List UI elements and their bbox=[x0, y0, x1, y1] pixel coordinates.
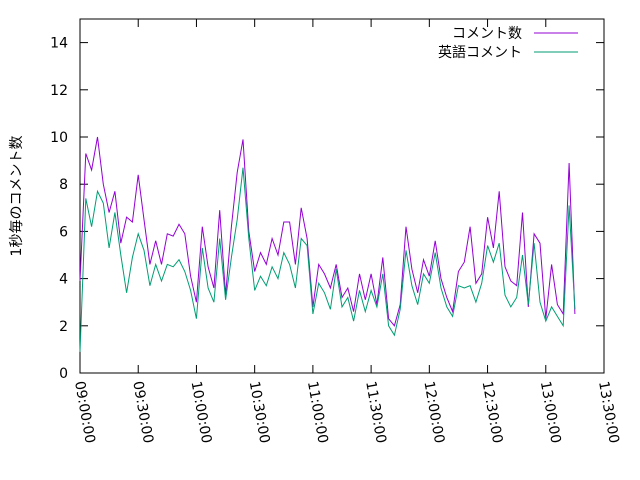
x-tick-label: 10:30:00 bbox=[246, 380, 273, 445]
y-tick-label: 0 bbox=[59, 366, 68, 382]
y-tick-label: 4 bbox=[59, 272, 68, 288]
x-tick-label: 10:00:00 bbox=[188, 380, 215, 445]
y-tick-label: 6 bbox=[59, 224, 68, 240]
y-tick-label: 2 bbox=[59, 319, 68, 335]
y-tick-label: 10 bbox=[50, 130, 68, 146]
series-layer bbox=[79, 136, 576, 352]
x-tick-label: 12:00:00 bbox=[420, 380, 447, 445]
x-axis: 09:00:00 09:30:00 10:00:00 10:30:00 11:00:00… bbox=[71, 19, 622, 445]
x-tick-label: 11:30:00 bbox=[362, 380, 389, 445]
legend-label: コメント数 bbox=[452, 26, 522, 42]
y-tick-label: 12 bbox=[50, 83, 68, 99]
y-axis: 0 2 4 6 8 10 12 14 bbox=[50, 36, 604, 382]
x-tick-label: 09:30:00 bbox=[129, 380, 156, 445]
series-line-0 bbox=[79, 136, 576, 327]
y-tick-label: 14 bbox=[50, 36, 68, 52]
x-tick-label: 12:30:00 bbox=[479, 380, 506, 445]
series-line-1 bbox=[79, 167, 576, 352]
plot-frame bbox=[79, 18, 605, 374]
x-tick-label: 11:00:00 bbox=[304, 380, 331, 445]
y-axis-label: 1秒毎のコメント数 bbox=[9, 136, 25, 257]
legend-label: 英語コメント bbox=[438, 44, 522, 61]
y-tick-label: 8 bbox=[59, 177, 68, 193]
x-tick-label: 13:30:00 bbox=[595, 380, 622, 445]
x-tick-label: 09:00:00 bbox=[71, 380, 98, 445]
x-tick-label: 13:00:00 bbox=[537, 380, 564, 445]
